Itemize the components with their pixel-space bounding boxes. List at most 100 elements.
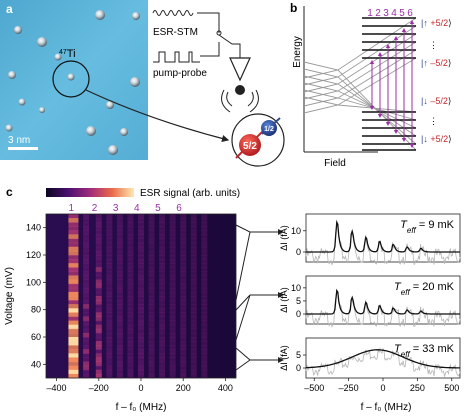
- peak-number: 2: [92, 203, 98, 214]
- heatmap-cell: [95, 353, 102, 358]
- heatmap-cell: [68, 291, 79, 297]
- heatmap-cell: [95, 222, 102, 227]
- heatmap-cell: [83, 271, 90, 276]
- heatmap-cell: [138, 353, 144, 358]
- heatmap-cell: [138, 283, 144, 289]
- heatmap-cell: [138, 230, 144, 235]
- heatmap-ylabel: Voltage (mV): [4, 267, 15, 325]
- heatmap-cell: [106, 214, 113, 219]
- heatmap-cell: [95, 328, 102, 334]
- heatmap-cell: [180, 332, 187, 338]
- heatmap-cell: [169, 283, 176, 289]
- heatmap-cell: [148, 234, 155, 240]
- heatmap-cell: [148, 353, 155, 358]
- heatmap-cell: [190, 271, 197, 276]
- heatmap-cell: [169, 250, 176, 256]
- transition-number: 1: [367, 8, 373, 19]
- heatmap-cell: [180, 308, 187, 313]
- heatmap-cell: [148, 296, 155, 301]
- heatmap-cell: [106, 324, 113, 330]
- heatmap-cell: [159, 365, 166, 371]
- heatmap-cell: [127, 234, 134, 240]
- heatmap-cell: [180, 238, 187, 244]
- heatmap-cell: [138, 238, 144, 244]
- transition-number: 4: [391, 8, 397, 19]
- heatmap-cell: [169, 291, 176, 297]
- heatmap-cell: [116, 373, 123, 379]
- stm-tip: [229, 57, 251, 82]
- heatmap-cell: [127, 279, 134, 285]
- heatmap-cell: [116, 283, 123, 289]
- heatmap-cell: [95, 349, 102, 354]
- heatmap-cell: [68, 316, 79, 322]
- heatmap-cell: [180, 353, 187, 358]
- heatmap-cell: [127, 222, 134, 227]
- heatmap-cell: [201, 312, 208, 317]
- heatmap-cell: [68, 300, 79, 305]
- transition-number: 3: [383, 8, 389, 19]
- heatmap-cell: [68, 259, 79, 264]
- heatmap-cell: [201, 296, 208, 301]
- nuclear-spin-label: 5/2: [243, 141, 257, 152]
- xtick-label: 250: [410, 383, 425, 393]
- heatmap-cell: [180, 255, 187, 260]
- heatmap-cell: [95, 226, 102, 231]
- heatmap-cell: [68, 357, 79, 363]
- transition-number: 6: [407, 8, 413, 19]
- heatmap-cell: [180, 234, 187, 240]
- scalebar-label: 3 nm: [8, 135, 30, 146]
- panel-b-label: b: [290, 1, 297, 15]
- heatmap-cell: [148, 214, 155, 219]
- spectrum-ylabel: ΔI (fA): [279, 225, 289, 251]
- heatmap-cell: [68, 263, 79, 268]
- spectrum-fit: [305, 349, 460, 369]
- heatmap-cell: [169, 304, 176, 309]
- heatmap-cell: [95, 291, 102, 297]
- heatmap-cell: [180, 275, 187, 281]
- heatmap-cell: [83, 324, 90, 330]
- heatmap-cell: [106, 226, 113, 231]
- heatmap-cell: [180, 246, 187, 252]
- ytick-label: 0: [296, 309, 301, 319]
- heatmap-cell: [106, 267, 113, 272]
- heatmap-cell: [127, 361, 134, 367]
- heatmap-cell: [201, 353, 208, 358]
- heatmap-cell: [127, 218, 134, 223]
- heatmap-cell: [159, 345, 166, 350]
- heatmap-cell: [116, 328, 123, 334]
- heatmap-cell: [148, 328, 155, 334]
- heatmap-cell: [180, 324, 187, 330]
- heatmap-cell: [180, 271, 187, 276]
- heatmap-cell: [159, 341, 166, 346]
- heatmap-cell: [138, 246, 144, 252]
- heatmap-cell: [180, 341, 187, 346]
- heatmap-cell: [159, 296, 166, 301]
- heatmap-cell: [95, 332, 102, 338]
- heatmap-cell: [116, 337, 123, 342]
- heatmap-yticks: 40 60 80 100 120 140: [26, 223, 46, 369]
- heatmap-cell: [106, 279, 113, 285]
- heatmap-cell: [116, 267, 123, 272]
- heatmap-cell: [169, 369, 176, 375]
- heatmap-cell: [116, 222, 123, 227]
- spectra-xticks: –500 –250 0 250 500: [304, 378, 459, 393]
- heatmap-cell: [106, 259, 113, 264]
- heatmap-cell: [95, 324, 102, 330]
- heatmap-cell: [190, 304, 197, 309]
- heatmap-cell: [180, 222, 187, 227]
- spectrum-fit: [306, 288, 460, 315]
- heatmap-cell: [116, 242, 123, 248]
- heatmap-cell: [169, 279, 176, 285]
- heatmap-cell: [83, 312, 90, 317]
- heatmap-cell: [148, 246, 155, 252]
- heatmap-cell: [169, 271, 176, 276]
- heatmap-cell: [159, 275, 166, 281]
- heatmap-cell: [159, 304, 166, 309]
- heatmap-cell: [83, 230, 90, 235]
- heatmap-cell: [83, 250, 90, 256]
- ellipsis: ⋮: [429, 116, 438, 126]
- heatmap-cell: [159, 373, 166, 379]
- heatmap-cell: [127, 214, 134, 219]
- xtick-label: 400: [218, 383, 233, 393]
- spectra-xlabel: f – f₀ (MHz): [361, 402, 412, 413]
